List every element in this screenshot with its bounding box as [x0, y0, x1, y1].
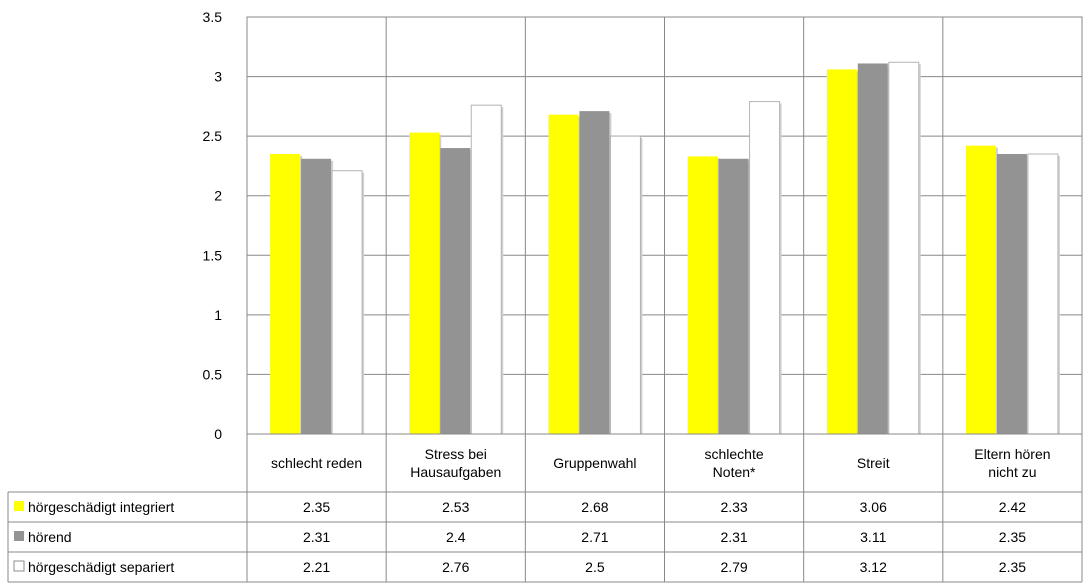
data-cell-0-3: 2.33	[720, 499, 747, 515]
category-label-3-0: schlechte	[705, 446, 764, 462]
bar-2-4	[888, 61, 920, 435]
bar-0-1	[409, 132, 440, 434]
gridlines	[246, 16, 1083, 435]
data-cell-1-2: 2.71	[581, 529, 608, 545]
bar-0-3	[687, 156, 718, 434]
y-tick-label-3: 1.5	[203, 247, 223, 263]
bar-1-4	[857, 63, 888, 435]
bar-0-5	[965, 145, 996, 434]
data-cell-2-3: 2.79	[720, 559, 747, 575]
data-cell-1-1: 2.4	[446, 529, 466, 545]
bar-1-3	[718, 158, 749, 434]
legend-swatch-0	[14, 501, 24, 511]
data-cell-2-1: 2.76	[442, 559, 469, 575]
y-tick-label-2: 1	[214, 307, 222, 323]
plot-frame	[246, 16, 1083, 435]
bar-1-5	[996, 154, 1027, 434]
category-label-4-0: Streit	[857, 455, 890, 471]
y-tick-label-0: 0	[214, 426, 222, 442]
data-table: schlecht reden Stress bei Hausaufgaben Grup…	[7, 434, 1083, 583]
y-tick-label-6: 3	[214, 69, 222, 85]
data-cell-1-0: 2.31	[303, 529, 330, 545]
bar-0-4	[826, 69, 857, 435]
bar-2-2	[609, 135, 641, 435]
bar-1-1	[440, 148, 471, 435]
bars	[270, 61, 1060, 435]
category-label-5-1: nicht zu	[988, 464, 1036, 480]
y-tick-label-7: 3.5	[203, 9, 223, 25]
category-label-1-0: Stress bei	[425, 446, 487, 462]
legend-label-1: hörend	[28, 529, 72, 545]
y-axis-tick-labels: 0 0.5 1 1.5 2 2.5 3 3.5	[203, 9, 223, 442]
data-cell-0-1: 2.53	[442, 499, 469, 515]
bar-1-0	[301, 158, 332, 434]
data-cell-1-4: 3.11	[860, 529, 886, 545]
category-label-3-1: Noten*	[713, 464, 756, 480]
bar-2-5	[1027, 153, 1059, 435]
category-label-0-0: schlecht reden	[271, 455, 362, 471]
y-tick-label-5: 2.5	[203, 128, 223, 144]
data-cell-1-5: 2.35	[999, 529, 1026, 545]
category-label-5-0: Eltern hören	[974, 446, 1050, 462]
bar-2-0	[331, 170, 363, 435]
data-cell-1-3: 2.31	[720, 529, 747, 545]
legend-swatch-2	[13, 560, 25, 572]
data-cell-0-5: 2.42	[999, 499, 1026, 515]
bar-2-1	[470, 104, 502, 435]
bar-0-0	[270, 154, 301, 434]
bar-0-2	[548, 114, 579, 434]
category-label-1-1: Hausaufgaben	[410, 464, 501, 480]
data-cell-2-5: 2.35	[999, 559, 1026, 575]
legend-label-2: hörgeschädigt separiert	[28, 559, 174, 575]
data-cell-2-0: 2.21	[303, 559, 330, 575]
data-cell-2-2: 2.5	[585, 559, 605, 575]
data-cell-0-0: 2.35	[303, 499, 330, 515]
y-tick-label-4: 2	[214, 188, 222, 204]
category-label-2-0: Gruppenwahl	[553, 455, 636, 471]
data-cell-0-2: 2.68	[581, 499, 608, 515]
data-cell-2-4: 3.12	[860, 559, 887, 575]
legend-swatch-1	[14, 531, 24, 541]
bar-2-3	[749, 101, 781, 435]
bar-1-2	[579, 111, 610, 434]
data-cell-0-4: 3.06	[860, 499, 887, 515]
plot-border	[246, 16, 1083, 435]
y-tick-label-1: 0.5	[203, 366, 223, 382]
legend-label-0: hörgeschädigt integriert	[28, 499, 174, 515]
